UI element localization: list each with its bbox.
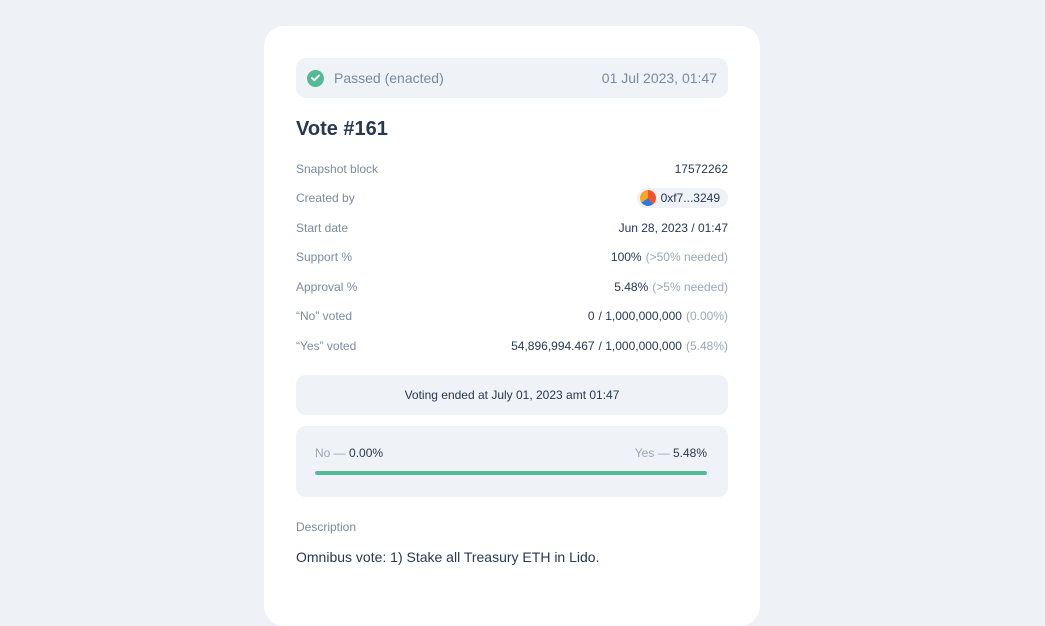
no-result-value: 0.00% [349,445,384,460]
snapshot-block-value: 17572262 [674,161,728,176]
yes-result-label: Yes — [634,445,670,460]
creator-address: 0xf7...3249 [660,191,720,206]
no-voted-value: 0 [587,309,595,324]
creator-address-chip[interactable]: 0xf7...3249 [636,188,728,209]
detail-label: Created by [296,191,355,206]
detail-label: Support % [296,250,353,265]
status-group: Passed (enacted) [307,69,444,87]
yes-voted-total: / 1,000,000,000 [598,338,682,353]
vote-details: Snapshot block 17572262 Created by 0xf7.… [296,154,728,361]
no-result-label: No — [315,445,346,460]
check-circle-icon [307,69,324,87]
yes-voted-value-group: 54,896,994.467 / 1,000,000,000 (5.48%) [511,339,728,353]
start-date-value: Jun 28, 2023 / 01:47 [618,220,728,235]
detail-row-no-voted: “No” voted 0 / 1,000,000,000 (0.00%) [296,302,728,332]
page-title: Vote #161 [296,118,388,140]
detail-label: “Yes” voted [296,338,357,353]
detail-row-created-by: Created by 0xf7...3249 [296,184,728,214]
approval-value: 5.48% [614,279,649,294]
detail-row-support: Support % 100% (>50% needed) [296,243,728,273]
results-progress-bar [315,470,707,475]
status-date: 01 Jul 2023, 01:47 [601,70,717,86]
yes-result-value: 5.48% [672,445,707,460]
detail-label: Snapshot block [296,161,379,176]
avatar [639,190,656,207]
status-label: Passed (enacted) [334,70,444,86]
detail-row-yes-voted: “Yes” voted 54,896,994.467 / 1,000,000,0… [296,331,728,361]
detail-row-snapshot-block: Snapshot block 17572262 [296,154,728,184]
detail-row-start-date: Start date Jun 28, 2023 / 01:47 [296,213,728,243]
approval-needed: (>5% needed) [652,279,728,294]
no-voted-value-group: 0 / 1,000,000,000 (0.00%) [588,309,728,323]
vote-card: Passed (enacted) 01 Jul 2023, 01:47 Vote… [264,26,760,626]
detail-label: Approval % [296,279,358,294]
no-result: No — 0.00% [315,446,383,460]
voting-ended-banner: Voting ended at July 01, 2023 amt 01:47 [296,374,728,415]
description-text: Omnibus vote: 1) Stake all Treasury ETH … [296,548,600,565]
results-labels: No — 0.00% Yes — 5.48% [315,446,707,460]
support-needed: (>50% needed) [645,250,728,265]
detail-label: Start date [296,220,349,235]
support-value: 100% [610,250,642,265]
support-value-group: 100% (>50% needed) [611,250,728,264]
description-label: Description [296,519,357,534]
results-panel: No — 0.00% Yes — 5.48% [296,425,728,497]
detail-label: “No” voted [296,309,353,324]
no-voted-percent: (0.00%) [685,309,728,324]
yes-result: Yes — 5.48% [635,446,707,460]
approval-value-group: 5.48% (>5% needed) [614,280,728,294]
yes-progress-fill [315,470,707,475]
yes-voted-percent: (5.48%) [685,338,728,353]
detail-row-approval: Approval % 5.48% (>5% needed) [296,272,728,302]
no-voted-total: / 1,000,000,000 [598,309,682,324]
yes-voted-value: 54,896,994.467 [511,338,595,353]
status-bar: Passed (enacted) 01 Jul 2023, 01:47 [296,58,728,98]
